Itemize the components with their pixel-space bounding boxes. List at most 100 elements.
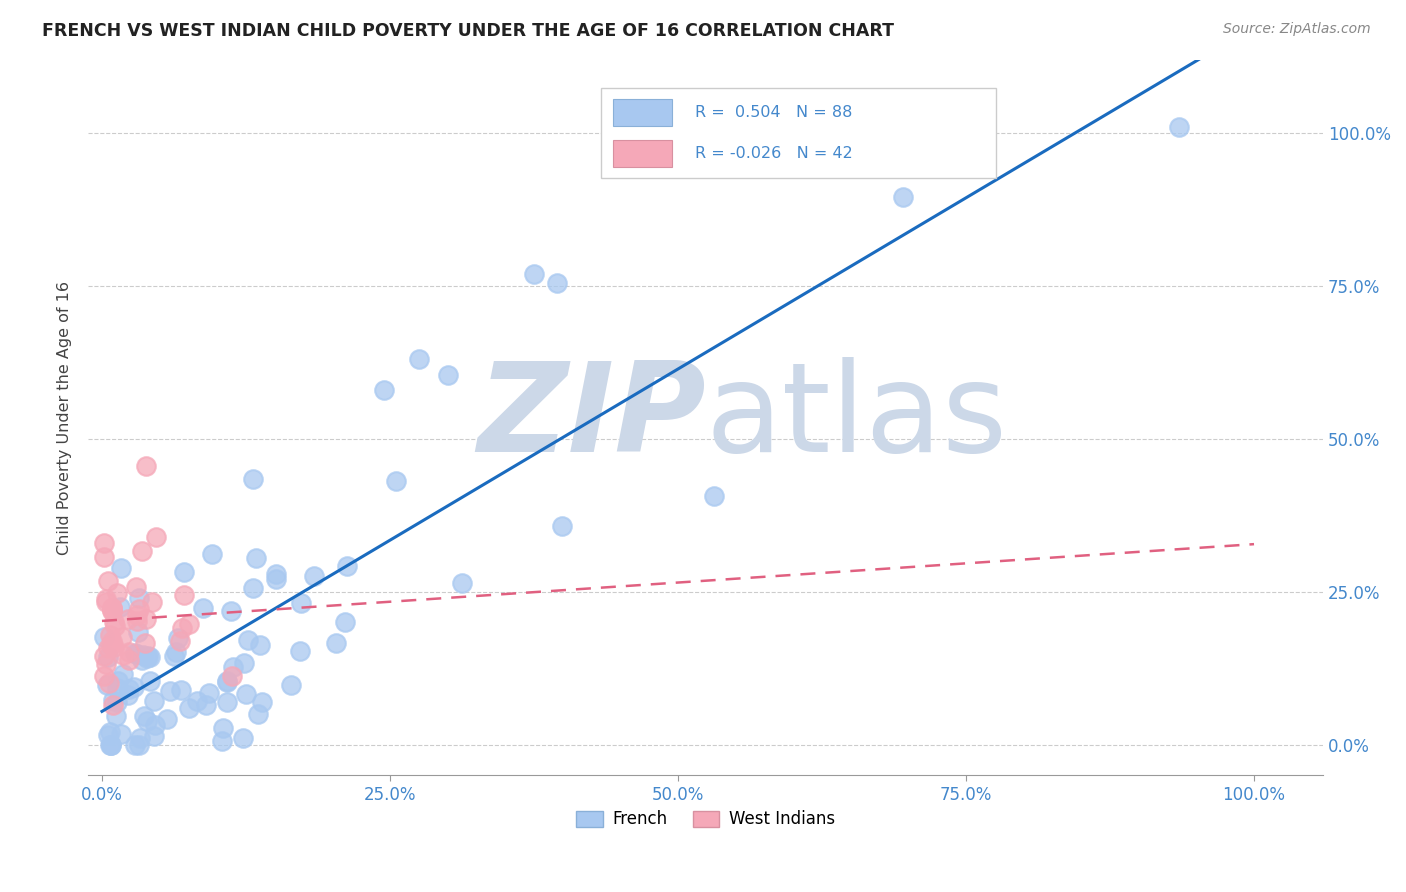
- Text: FRENCH VS WEST INDIAN CHILD POVERTY UNDER THE AGE OF 16 CORRELATION CHART: FRENCH VS WEST INDIAN CHILD POVERTY UNDE…: [42, 22, 894, 40]
- Point: [94, 592, 117, 607]
- Point: [245, 551, 267, 566]
- Point: [105, 586, 128, 600]
- Point: [107, 681, 129, 695]
- Point: [135, 612, 157, 626]
- Point: [551, 519, 574, 533]
- Point: [215, 673, 238, 688]
- Point: [93, 536, 115, 550]
- Point: [139, 649, 162, 664]
- Point: [97, 675, 120, 690]
- Point: [97, 728, 120, 742]
- Point: [232, 656, 254, 670]
- Text: atlas: atlas: [706, 357, 1008, 478]
- Point: [135, 714, 157, 728]
- Point: [128, 591, 150, 605]
- Point: [385, 474, 408, 488]
- Point: [211, 734, 233, 748]
- Point: [107, 674, 129, 689]
- Point: [236, 632, 259, 647]
- Text: Source: ZipAtlas.com: Source: ZipAtlas.com: [1223, 22, 1371, 37]
- Point: [325, 636, 347, 650]
- Point: [546, 276, 568, 290]
- Point: [104, 619, 127, 633]
- Point: [166, 631, 188, 645]
- Point: [101, 603, 124, 617]
- Point: [110, 727, 132, 741]
- Point: [96, 678, 118, 692]
- Point: [235, 687, 257, 701]
- Text: R = -0.026   N = 42: R = -0.026 N = 42: [695, 146, 852, 161]
- Point: [179, 617, 201, 632]
- Point: [141, 595, 163, 609]
- Point: [215, 675, 238, 690]
- Point: [373, 383, 395, 397]
- Point: [118, 681, 141, 696]
- Point: [242, 581, 264, 595]
- Point: [98, 628, 121, 642]
- Point: [162, 648, 184, 663]
- Point: [891, 190, 914, 204]
- Point: [131, 544, 153, 558]
- Point: [93, 550, 115, 565]
- Point: [103, 615, 125, 630]
- Point: [125, 608, 148, 623]
- Point: [124, 738, 146, 752]
- Point: [117, 612, 139, 626]
- FancyBboxPatch shape: [613, 99, 672, 126]
- Point: [125, 615, 148, 629]
- Point: [217, 695, 239, 709]
- Point: [264, 567, 287, 582]
- Point: [249, 638, 271, 652]
- FancyBboxPatch shape: [613, 140, 672, 167]
- Point: [101, 601, 124, 615]
- Point: [122, 680, 145, 694]
- Point: [101, 693, 124, 707]
- Point: [103, 640, 125, 655]
- Point: [290, 596, 312, 610]
- Point: [436, 368, 458, 382]
- Point: [173, 588, 195, 602]
- Point: [1168, 120, 1191, 134]
- Point: [100, 725, 122, 739]
- Point: [128, 601, 150, 615]
- Point: [94, 595, 117, 609]
- Point: [94, 657, 117, 671]
- Point: [169, 634, 191, 648]
- Point: [111, 666, 134, 681]
- Point: [97, 650, 120, 665]
- Point: [108, 599, 131, 614]
- Point: [117, 688, 139, 702]
- Point: [201, 547, 224, 561]
- Point: [135, 650, 157, 665]
- Point: [165, 645, 187, 659]
- Point: [100, 638, 122, 652]
- Point: [110, 561, 132, 575]
- Point: [703, 489, 725, 503]
- Point: [336, 558, 359, 573]
- Point: [408, 352, 430, 367]
- Point: [129, 731, 152, 745]
- Point: [177, 701, 200, 715]
- Point: [100, 738, 122, 752]
- Point: [136, 648, 159, 663]
- Point: [211, 721, 233, 735]
- Point: [132, 709, 155, 723]
- Point: [97, 574, 120, 588]
- Point: [105, 695, 128, 709]
- Point: [197, 685, 219, 699]
- Point: [170, 682, 193, 697]
- Point: [145, 530, 167, 544]
- Point: [302, 568, 325, 582]
- Point: [118, 645, 141, 659]
- Point: [131, 653, 153, 667]
- Point: [333, 615, 356, 629]
- Point: [221, 660, 243, 674]
- Point: [124, 646, 146, 660]
- Text: R =  0.504   N = 88: R = 0.504 N = 88: [695, 105, 852, 120]
- Point: [242, 472, 264, 486]
- Y-axis label: Child Poverty Under the Age of 16: Child Poverty Under the Age of 16: [58, 281, 72, 555]
- Point: [143, 694, 166, 708]
- Point: [232, 731, 254, 745]
- Point: [186, 694, 208, 708]
- Point: [98, 738, 121, 752]
